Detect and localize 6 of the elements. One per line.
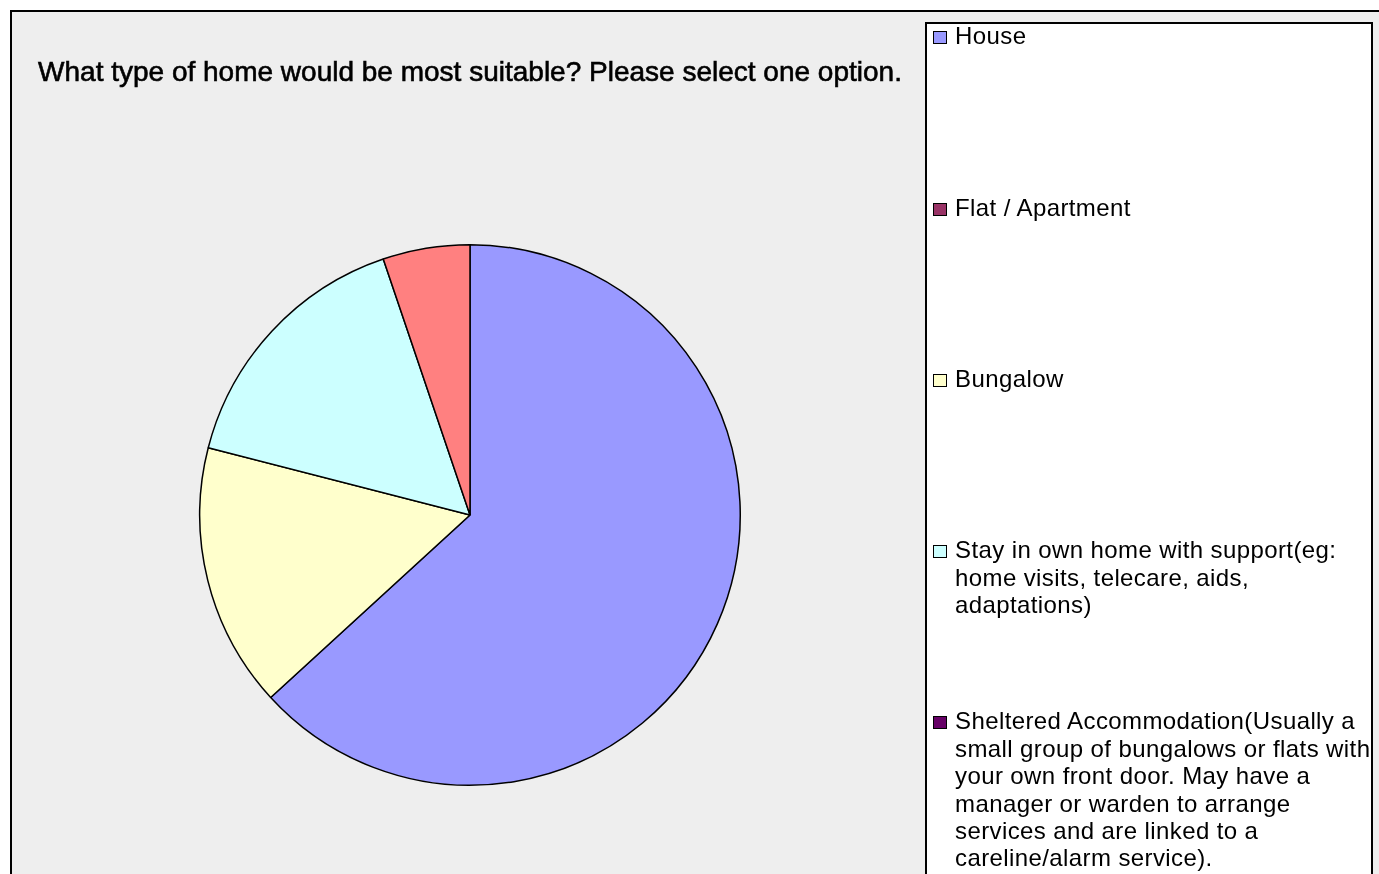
legend-label: Bungalow	[955, 364, 1065, 393]
legend-label: Sheltered Accommodation(Usually a small group of bungalows or flats with your own front door. May have a manager or warden to arrange services and are linked to a careline/alarm service).	[955, 707, 1371, 872]
legend-label: Flat / Apartment	[955, 193, 1132, 221]
legend-label: House	[955, 23, 1028, 50]
legend-label: Stay in own home with support(eg: home visits, telecare, aids, adaptations)	[955, 536, 1338, 619]
text: What type of home would be most suitable? Please select one option.	[37, 56, 903, 88]
